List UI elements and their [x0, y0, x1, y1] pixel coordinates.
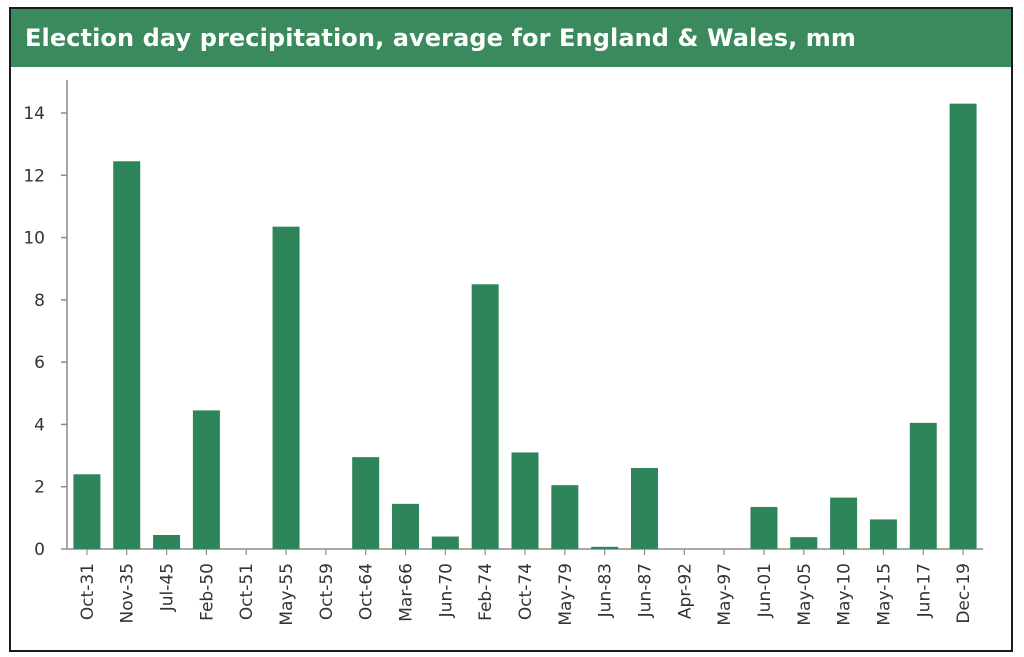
bar — [471, 284, 499, 549]
x-tick-label: Feb-50 — [197, 563, 217, 621]
x-tick-label: Oct-74 — [516, 563, 536, 620]
x-tick-label: Jun-87 — [635, 563, 655, 618]
bar — [750, 506, 778, 549]
y-tick-label: 6 — [34, 353, 45, 373]
bar — [73, 474, 101, 549]
bar — [909, 422, 937, 549]
x-tick-label: Nov-35 — [118, 563, 138, 624]
y-tick-label: 2 — [34, 478, 45, 498]
x-tick-label: Oct-64 — [357, 563, 377, 620]
x-tick-label: May-97 — [715, 563, 735, 626]
x-tick-label: Jun-83 — [596, 563, 616, 618]
y-tick-label: 12 — [23, 166, 45, 186]
bar — [869, 519, 897, 549]
x-tick-label: Mar-66 — [397, 563, 417, 622]
bar — [431, 536, 459, 549]
x-tick-label: May-55 — [277, 563, 297, 626]
bar — [511, 452, 539, 549]
y-tick-label: 8 — [34, 291, 45, 311]
x-tick-label: May-05 — [795, 563, 815, 626]
bar — [272, 226, 300, 549]
x-tick-label: Jul-45 — [158, 563, 178, 612]
y-tick-label: 10 — [23, 229, 45, 249]
x-tick-label: May-15 — [874, 563, 894, 626]
x-tick-label: Apr-92 — [675, 563, 695, 619]
x-tick-label: Jun-01 — [755, 563, 775, 618]
x-tick-label: Oct-51 — [237, 563, 257, 620]
x-tick-label: Oct-31 — [78, 563, 98, 620]
bar — [830, 497, 858, 549]
bar — [392, 503, 420, 549]
x-tick-label: Oct-59 — [317, 563, 337, 620]
y-tick-label: 4 — [34, 415, 45, 435]
bar — [192, 410, 220, 549]
bar — [790, 537, 818, 549]
x-tick-label: Jun-70 — [436, 563, 456, 618]
bar — [113, 161, 141, 549]
bar — [949, 103, 977, 550]
y-tick-label: 14 — [23, 104, 45, 124]
title-bar: Election day precipitation, average for … — [11, 9, 1011, 67]
bar — [153, 534, 181, 549]
x-tick-label: Feb-74 — [476, 563, 496, 621]
x-tick-label: May-79 — [556, 563, 576, 626]
x-tick-label: May-10 — [835, 563, 855, 626]
bar — [591, 546, 619, 549]
bar — [551, 485, 579, 549]
x-tick-label: Dec-19 — [954, 563, 974, 624]
x-tick-label: Jun-17 — [914, 563, 934, 618]
chart-title: Election day precipitation, average for … — [25, 24, 857, 52]
bar — [630, 468, 658, 549]
y-tick-label: 0 — [34, 540, 45, 560]
bar — [352, 457, 380, 549]
